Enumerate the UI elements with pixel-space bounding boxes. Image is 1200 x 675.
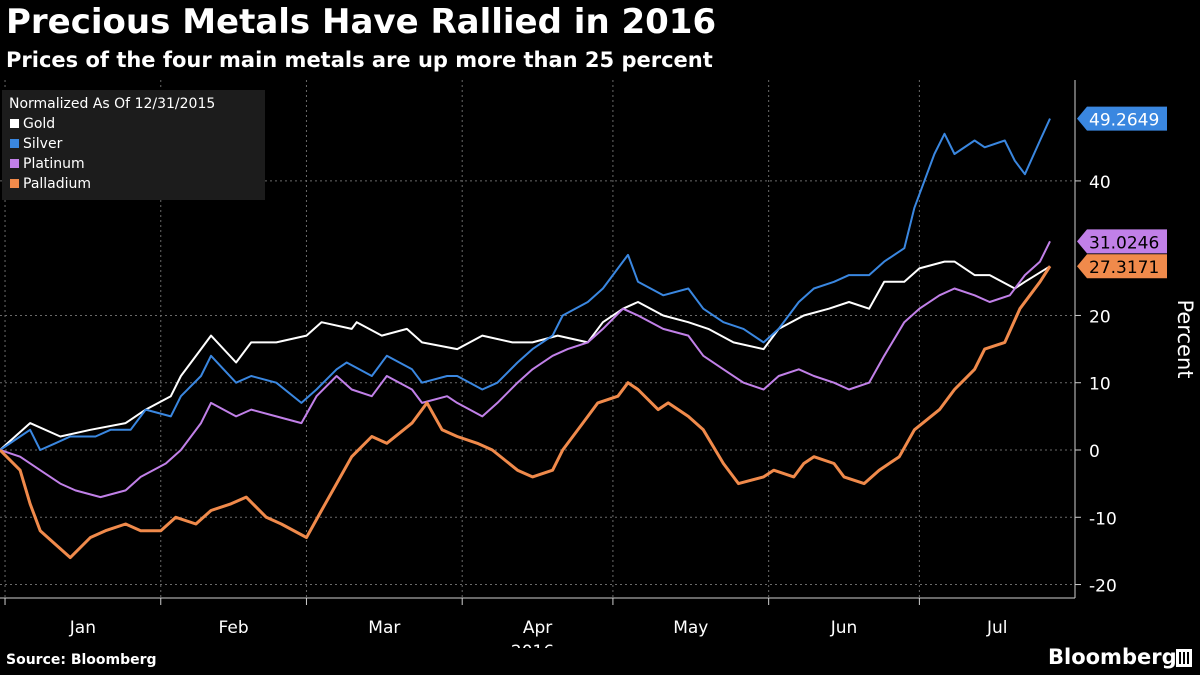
series-line-silver bbox=[0, 118, 1051, 451]
last-value-tag-palladium: 27.3171 bbox=[1077, 254, 1167, 279]
x-tick-label: Jan bbox=[69, 618, 96, 638]
series-line-platinum bbox=[0, 240, 1051, 499]
x-axis-label: 2016 bbox=[511, 642, 554, 648]
legend-title: Normalized As Of 12/31/2015 bbox=[9, 96, 215, 112]
x-tick-label: May bbox=[673, 618, 708, 638]
legend-swatch-platinum bbox=[10, 159, 19, 168]
last-value-tag-platinum: 31.0246 bbox=[1077, 229, 1167, 254]
legend: Normalized As Of 12/31/2015 Gold Silver Pla… bbox=[2, 90, 265, 200]
x-tick-label: Feb bbox=[219, 618, 249, 638]
y-tick-label: 0 bbox=[1089, 442, 1100, 462]
y-tick-label: -20 bbox=[1089, 577, 1117, 597]
last-value-label: 27.3171 bbox=[1089, 258, 1159, 278]
last-value-label: 31.0246 bbox=[1089, 233, 1159, 253]
last-value-tag-silver: 49.2649 bbox=[1077, 106, 1167, 131]
y-tick-label: 10 bbox=[1089, 375, 1111, 395]
y-tick-label: -10 bbox=[1089, 509, 1117, 529]
legend-swatch-gold bbox=[10, 119, 19, 128]
chart-subtitle: Prices of the four main metals are up mo… bbox=[6, 48, 713, 72]
legend-swatch-palladium bbox=[10, 179, 19, 188]
bloomberg-terminal-icon bbox=[1176, 649, 1192, 667]
x-tick-label: Jun bbox=[830, 618, 858, 638]
y-tick-label: 40 bbox=[1089, 173, 1111, 193]
series-lines bbox=[0, 118, 1052, 560]
line-chart: -20 -10 0 10 20 40 Jan Feb Mar Apr May Jun Jul 2016 Pe… bbox=[0, 80, 1197, 648]
legend-label-platinum: Platinum bbox=[23, 156, 85, 172]
legend-swatch-silver bbox=[10, 139, 19, 148]
axes: -20 -10 0 10 20 40 Jan Feb Mar Apr May Jun Jul 2016 Pe… bbox=[0, 80, 1197, 648]
x-tick-label: Mar bbox=[368, 618, 400, 638]
legend-label-silver: Silver bbox=[23, 136, 63, 152]
legend-box bbox=[2, 90, 265, 200]
x-tick-label: Jul bbox=[986, 618, 1008, 638]
chart-title: Precious Metals Have Rallied in 2016 bbox=[6, 2, 717, 42]
source-note: Source: Bloomberg bbox=[6, 652, 157, 668]
y-axis-label: Percent bbox=[1173, 299, 1197, 378]
brand-logo: Bloomberg bbox=[1048, 645, 1177, 669]
last-value-labels: 49.2649 31.0246 27.3171 bbox=[1077, 106, 1167, 279]
last-value-tag-shape bbox=[1077, 106, 1167, 131]
legend-label-gold: Gold bbox=[23, 116, 55, 132]
series-line-gold bbox=[0, 260, 1051, 451]
x-tick-label: Apr bbox=[523, 618, 552, 638]
y-tick-label: 20 bbox=[1089, 307, 1111, 327]
series-line-palladium bbox=[0, 265, 1052, 560]
last-value-tag-shape bbox=[1077, 229, 1167, 254]
last-value-label: 49.2649 bbox=[1089, 111, 1159, 131]
last-value-tag-shape bbox=[1077, 254, 1167, 279]
legend-label-palladium: Palladium bbox=[23, 176, 91, 192]
